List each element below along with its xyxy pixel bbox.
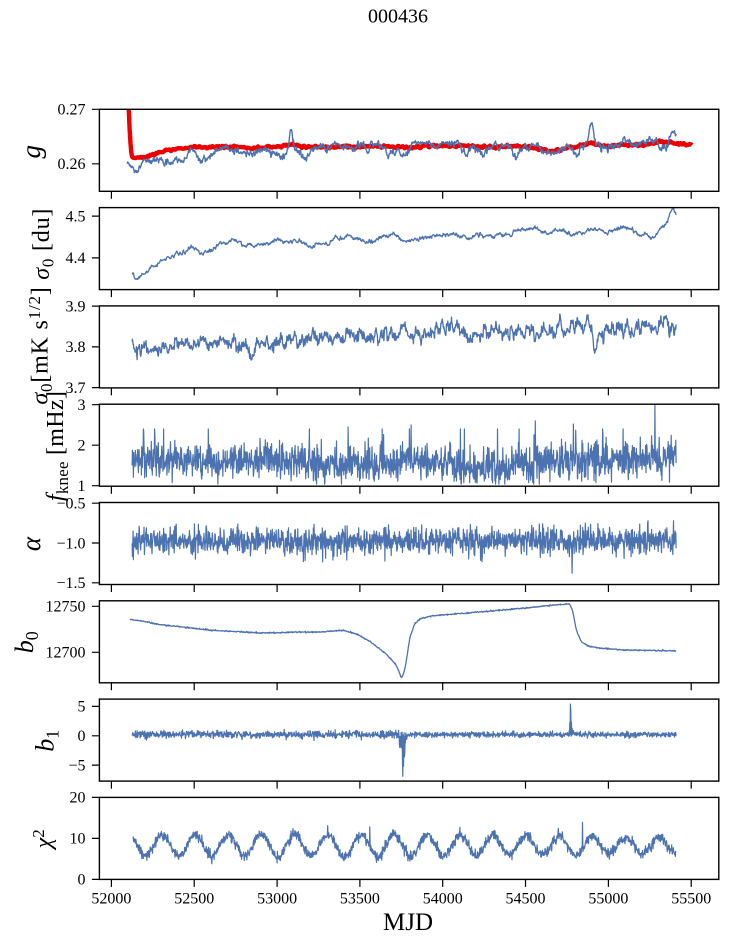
svg-text:53500: 53500 (340, 891, 380, 908)
svg-text:g: g (16, 145, 46, 159)
svg-text:fknee [mHz]: fknee [mHz] (43, 391, 72, 501)
svg-text:55000: 55000 (588, 891, 628, 908)
svg-text:3.8: 3.8 (66, 339, 86, 356)
svg-text:χ2: χ2 (29, 829, 57, 850)
svg-text:55500: 55500 (671, 891, 711, 908)
svg-text:54000: 54000 (423, 891, 463, 908)
svg-text:2: 2 (78, 438, 86, 455)
svg-text:3.7: 3.7 (66, 380, 86, 397)
svg-text:b0: b0 (10, 631, 42, 653)
svg-text:σ0 [du]: σ0 [du] (29, 208, 58, 280)
svg-text:12750: 12750 (46, 599, 86, 616)
svg-text:53000: 53000 (257, 891, 297, 908)
svg-text:52500: 52500 (174, 891, 214, 908)
svg-text:−1.5: −1.5 (56, 575, 85, 592)
svg-text:000436: 000436 (368, 6, 428, 28)
svg-text:3: 3 (78, 397, 86, 414)
svg-text:−0.5: −0.5 (56, 496, 85, 513)
svg-text:4.4: 4.4 (66, 250, 86, 267)
svg-text:0.27: 0.27 (58, 102, 86, 119)
svg-text:0.26: 0.26 (58, 156, 86, 173)
svg-text:5: 5 (78, 699, 86, 716)
svg-text:1: 1 (78, 478, 86, 495)
svg-text:10: 10 (70, 831, 86, 848)
svg-text:α: α (16, 536, 46, 551)
svg-text:−1.0: −1.0 (56, 535, 85, 552)
svg-text:54500: 54500 (506, 891, 546, 908)
svg-text:20: 20 (70, 790, 86, 807)
svg-text:b1: b1 (31, 730, 63, 752)
svg-text:12700: 12700 (46, 645, 86, 662)
svg-text:3.9: 3.9 (66, 298, 86, 315)
svg-text:−5: −5 (68, 757, 85, 774)
svg-text:0: 0 (78, 872, 86, 889)
svg-text:4.5: 4.5 (66, 208, 86, 225)
svg-text:MJD: MJD (383, 909, 433, 936)
svg-text:52000: 52000 (91, 891, 131, 908)
svg-text:0: 0 (78, 728, 86, 745)
svg-text:σ0[mK s1/2]: σ0[mK s1/2] (25, 286, 56, 404)
